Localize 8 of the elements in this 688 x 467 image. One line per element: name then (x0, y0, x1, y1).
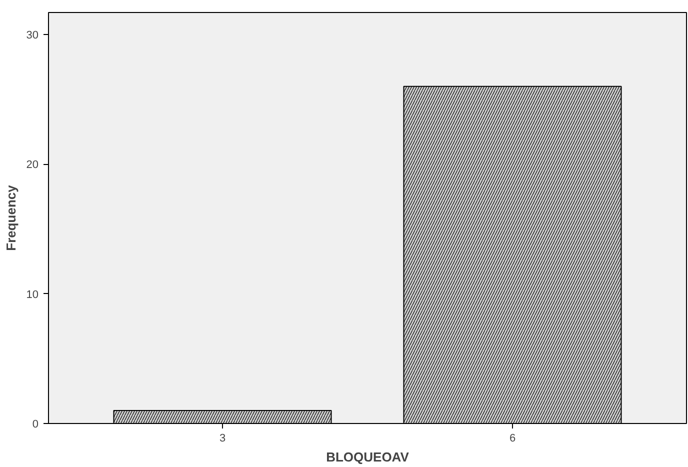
x-tick-label: 6 (509, 432, 516, 444)
y-tick-label: 0 (32, 418, 39, 430)
y-tick-label: 30 (26, 30, 39, 42)
y-axis-title: Frequency (3, 184, 18, 251)
x-axis-title: BLOQUEOAV (326, 450, 410, 464)
y-tick-label: 20 (26, 159, 39, 172)
x-tick-label: 3 (219, 432, 226, 444)
y-tick-label: 10 (26, 288, 39, 301)
